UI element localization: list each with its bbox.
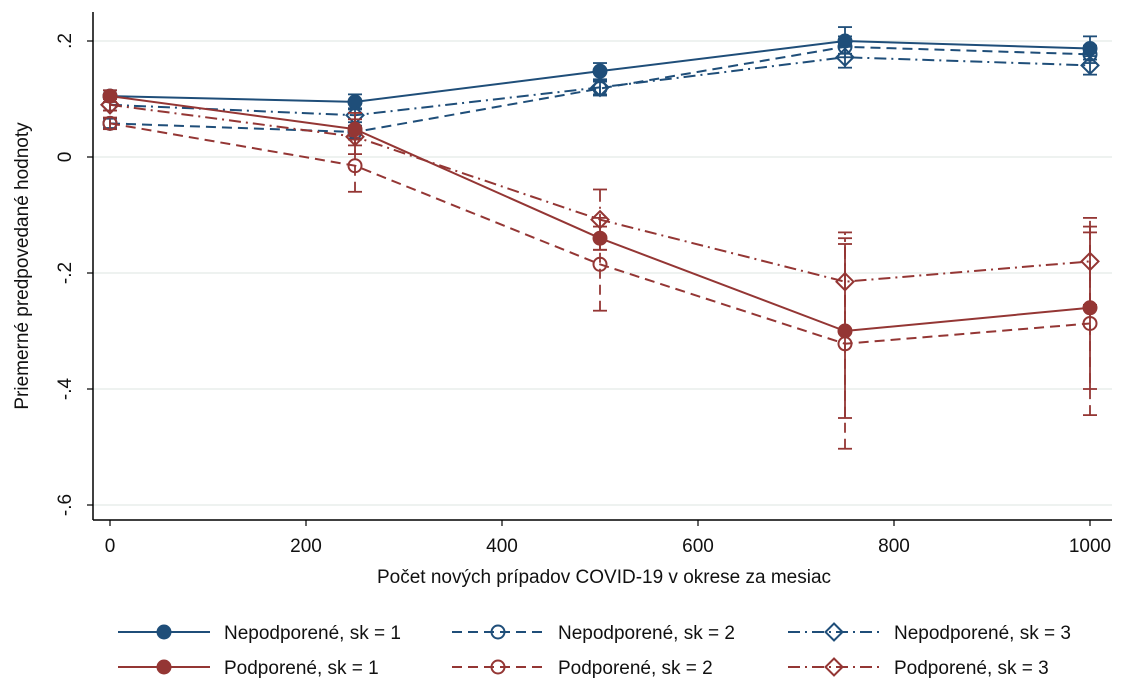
legend-label: Podporené, sk = 1 [224,658,379,679]
legend-item: Nepodporené, sk = 3 [788,622,1071,644]
y-axis-label: Priemerné predpovedané hodnoty [12,122,33,410]
y-tick-label: 0 [55,152,76,163]
x-axis-label: Počet nových prípadov COVID-19 v okrese … [377,567,831,588]
data-point [1082,46,1098,62]
y-tick-label: -.4 [55,377,76,400]
series-podporen-sk-2 [102,115,1098,450]
data-point [835,47,855,68]
data-point [592,63,608,79]
x-tick-label: 1000 [1069,536,1111,557]
data-point [824,622,844,642]
data-point [490,659,506,675]
data-point [490,624,506,640]
data-point [835,271,855,292]
data-point [1082,315,1098,331]
series-line [109,103,1091,283]
y-tick-label: -.2 [55,262,76,284]
legend-label: Podporené, sk = 3 [894,658,1049,679]
series-line [109,45,1091,134]
data-point [156,659,172,675]
legend: Nepodporené, sk = 1 Nepodporené, sk = 2 Ne… [118,622,1071,679]
y-tick-label: -.6 [55,494,76,516]
legend-item: Podporené, sk = 1 [118,658,379,679]
legend-item: Podporené, sk = 3 [788,657,1049,679]
data-point [590,209,610,230]
series-podporen-sk-3 [100,94,1100,332]
gridlines [93,40,1112,506]
y-tick-label: .2 [55,33,76,49]
series-nepodporen-sk-3 [100,45,1100,126]
legend-item: Nepodporené, sk = 2 [452,623,735,644]
tick-labels: .2 0 -.2 -.4 -.6 0 200 400 600 800 1000 [55,33,1111,557]
x-tick-label: 800 [878,536,910,557]
data-point [837,336,853,352]
x-tick-label: 200 [290,536,322,557]
series-line [109,95,1091,333]
data-point [100,94,120,115]
data-point [1080,251,1100,272]
series [100,26,1100,450]
data-point [345,126,365,147]
data-point [590,77,610,98]
legend-label: Nepodporené, sk = 1 [224,623,401,644]
legend-item: Nepodporené, sk = 1 [118,623,401,644]
data-point [102,115,118,131]
series-line [109,56,1091,117]
series-line [109,122,1091,345]
data-point [1080,55,1100,76]
x-tick-label: 400 [486,536,518,557]
legend-label: Podporené, sk = 2 [558,658,713,679]
legend-label: Nepodporené, sk = 3 [894,623,1071,644]
data-point [156,624,172,640]
data-point [592,256,608,272]
legend-item: Podporené, sk = 2 [452,658,713,679]
legend-label: Nepodporené, sk = 2 [558,623,735,644]
x-tick-label: 0 [105,536,116,557]
axes [87,12,1112,526]
data-point [347,158,363,174]
data-point [824,657,844,677]
x-tick-label: 600 [682,536,714,557]
